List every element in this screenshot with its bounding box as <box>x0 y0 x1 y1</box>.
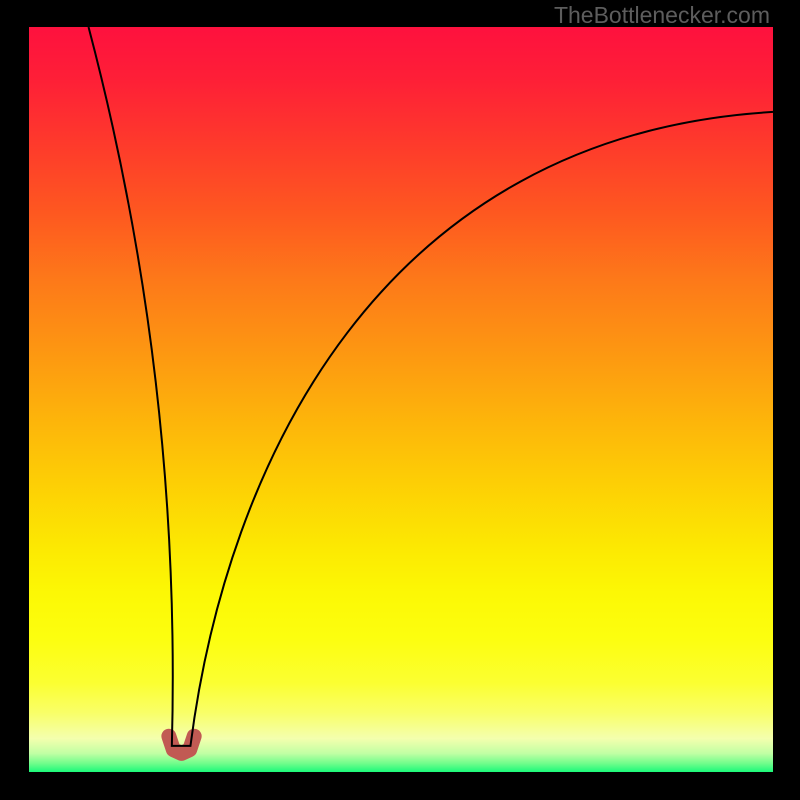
plot-area <box>29 27 773 772</box>
stage: TheBottlenecker.com <box>0 0 800 800</box>
chart-svg <box>29 27 773 772</box>
watermark-text: TheBottlenecker.com <box>554 2 770 29</box>
gradient-background <box>29 27 773 772</box>
